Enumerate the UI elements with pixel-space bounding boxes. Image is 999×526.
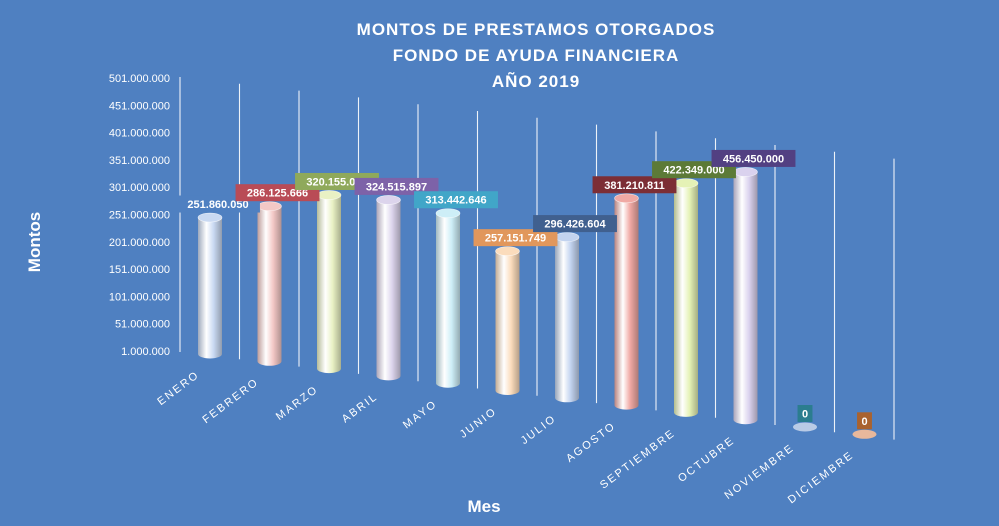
svg-text:320.155.000: 320.155.000 xyxy=(306,176,367,188)
bar-cap xyxy=(614,193,639,204)
x-tick-label: JUNIO xyxy=(458,405,500,440)
bar-junio xyxy=(495,246,520,395)
x-tick-label: DICIEMBRE xyxy=(786,449,856,506)
data-label: 257.151.749 xyxy=(473,229,558,247)
y-tick-label: 451.000.000 xyxy=(109,100,170,112)
data-label: 0 xyxy=(797,405,813,422)
bar-julio xyxy=(554,232,580,403)
bar-body xyxy=(555,237,579,403)
bar-body xyxy=(614,198,639,410)
bar-cap xyxy=(673,178,699,188)
bars xyxy=(197,167,877,439)
y-tick-label: 151.000.000 xyxy=(109,264,170,276)
svg-text:0: 0 xyxy=(861,416,867,428)
chart-year-subtitle: AÑO 2019 xyxy=(491,72,581,91)
svg-text:257.151.749: 257.151.749 xyxy=(485,233,546,245)
bar-febrero xyxy=(257,201,282,366)
x-tick-label: MARZO xyxy=(274,383,321,423)
bar-marzo xyxy=(316,190,342,374)
svg-text:296.426.604: 296.426.604 xyxy=(544,219,606,231)
y-tick-label: 401.000.000 xyxy=(109,128,170,140)
x-tick-label: AGOSTO xyxy=(564,420,618,465)
bar-cap xyxy=(554,232,580,242)
y-axis-title: Montos xyxy=(25,212,44,272)
x-tick-label: MAYO xyxy=(401,398,440,431)
bar-cap xyxy=(495,246,520,256)
svg-text:456.450.000: 456.450.000 xyxy=(723,153,784,165)
svg-text:422.349.000: 422.349.000 xyxy=(663,165,724,177)
gridlines xyxy=(179,77,895,440)
bar-enero xyxy=(197,212,223,359)
y-tick-label: 301.000.000 xyxy=(109,182,170,194)
bar-body xyxy=(733,171,758,425)
x-tick-label: OCTUBRE xyxy=(676,435,737,485)
bar-octubre xyxy=(733,167,758,425)
chart-subtitle: FONDO DE AYUDA FINANCIERA xyxy=(392,46,680,65)
chart-title: MONTOS DE PRESTAMOS OTORGADOS xyxy=(356,20,716,39)
bar-cap xyxy=(733,167,758,177)
x-tick-label: ENERO xyxy=(155,369,201,408)
x-tick-label: ABRIL xyxy=(340,391,381,426)
y-tick-label: 201.000.000 xyxy=(109,237,170,249)
data-labels: 251.860.050286.125.666320.155.000324.515… xyxy=(176,149,872,430)
data-label: 0 xyxy=(857,412,872,430)
x-tick-label: FEBRERO xyxy=(200,376,261,426)
bar-cap xyxy=(316,190,342,200)
x-tick-label: SEPTIEMBRE xyxy=(598,427,678,491)
y-tick-label: 1.000.000 xyxy=(121,346,170,358)
data-label: 381.210.811 xyxy=(592,176,677,194)
bar-body xyxy=(495,251,520,395)
y-axis-ticks: 1.000.000 51.000.000 101.000.000 151.000.00… xyxy=(109,73,170,358)
bar-cap xyxy=(793,422,817,432)
y-tick-label: 251.000.000 xyxy=(109,210,170,222)
y-tick-label: 101.000.000 xyxy=(109,291,170,303)
y-tick-label: 351.000.000 xyxy=(109,155,170,167)
x-tick-label: NOVIEMBRE xyxy=(722,442,796,502)
y-tick-label: 501.000.000 xyxy=(109,73,170,85)
data-label: 313.442.646 xyxy=(414,191,498,209)
bar-septiembre xyxy=(673,178,699,417)
svg-text:286.125.666: 286.125.666 xyxy=(247,188,308,200)
svg-text:381.210.811: 381.210.811 xyxy=(604,180,665,192)
data-label: 456.450.000 xyxy=(711,149,796,167)
svg-text:324.515.897: 324.515.897 xyxy=(366,181,427,193)
bar-agosto xyxy=(614,193,639,410)
data-label: 324.515.897 xyxy=(354,177,439,195)
bar-noviembre xyxy=(793,422,817,432)
svg-text:313.442.646: 313.442.646 xyxy=(425,195,486,207)
bar-cap xyxy=(257,201,282,211)
bar-body xyxy=(198,217,222,359)
bar-mayo xyxy=(435,208,461,388)
bar-diciembre xyxy=(852,429,877,439)
bar-body xyxy=(376,199,401,381)
svg-text:0: 0 xyxy=(802,409,808,421)
bar-body xyxy=(317,194,341,374)
bar-body xyxy=(436,213,460,388)
bar-cap xyxy=(376,195,401,205)
x-tick-label: JULIO xyxy=(519,413,559,447)
bar-abril xyxy=(376,195,401,381)
bar-cap xyxy=(852,429,877,439)
bar-cap xyxy=(197,212,223,223)
x-axis-title: Mes xyxy=(467,497,500,516)
y-tick-label: 51.000.000 xyxy=(115,319,170,331)
bar-cap xyxy=(435,208,461,219)
bar-body xyxy=(257,206,282,366)
data-label: 296.426.604 xyxy=(533,215,617,233)
svg-text:251.860.050: 251.860.050 xyxy=(187,199,248,211)
bar-body xyxy=(674,183,698,417)
